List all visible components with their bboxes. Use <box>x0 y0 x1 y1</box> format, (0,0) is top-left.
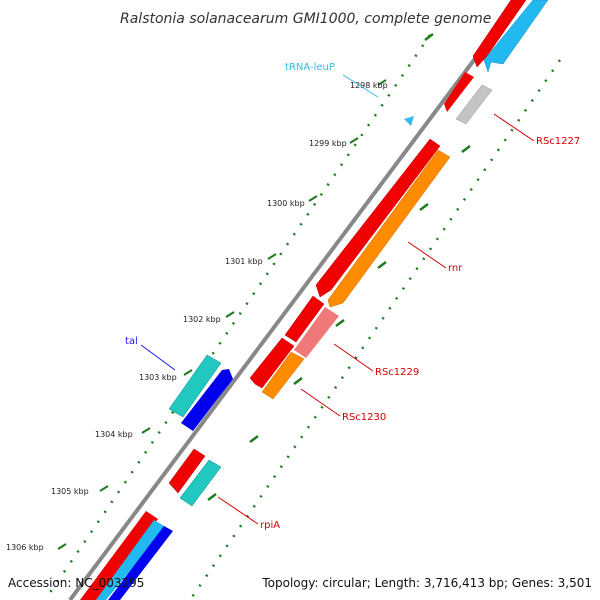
tick-label: 1299 kbp <box>309 139 347 148</box>
gene-arrow-sky[interactable] <box>483 0 549 73</box>
gene-rsc1227[interactable] <box>455 84 493 125</box>
tick-mark <box>141 427 151 434</box>
tick-label: 1302 kbp <box>183 315 221 324</box>
accession-text: Accession: NC_003295 <box>8 576 144 590</box>
gene-features <box>80 0 549 600</box>
tick-mark <box>57 543 67 550</box>
gene-arrow-red[interactable] <box>472 0 527 68</box>
gene-arrow-blue[interactable] <box>181 369 233 431</box>
tick-mark <box>377 79 387 86</box>
tick-label: 1303 kbp <box>139 373 177 382</box>
tick-mark <box>225 311 235 318</box>
gene-arrow-red[interactable] <box>168 448 206 494</box>
tick-label: 1304 kbp <box>95 430 133 439</box>
gene-rpia[interactable] <box>179 459 222 507</box>
tick-mark <box>308 195 318 202</box>
tick-mark <box>267 253 277 260</box>
inner-track-ticks <box>207 33 471 501</box>
gene-tal[interactable] <box>168 354 222 418</box>
gene-arrow-blue-bottom[interactable] <box>108 526 173 600</box>
label-rsc1230: RSc1230 <box>342 412 386 423</box>
tick-label: 1300 kbp <box>267 199 305 208</box>
genome-stats-text: Topology: circular; Length: 3,716,413 bp… <box>261 576 592 590</box>
label-rsc1229: RSc1229 <box>375 367 419 378</box>
tick-mark <box>349 137 359 144</box>
label-leaders <box>140 74 535 525</box>
label-rnr: rnr <box>448 263 463 274</box>
tick-label: 1305 kbp <box>51 487 89 496</box>
tick-mark <box>99 485 109 492</box>
gene-rnr[interactable] <box>327 149 451 308</box>
inner-dotted-guide <box>188 59 562 600</box>
label-trna-leup: tRNA-leuP <box>285 62 335 73</box>
tick-label: 1306 kbp <box>6 543 44 552</box>
tick-mark <box>183 369 193 376</box>
gene-arrow-red[interactable] <box>284 295 325 343</box>
outer-dotted-guide <box>43 34 432 600</box>
gene-arrow-red-long[interactable] <box>315 138 441 298</box>
label-rsc1227: RSc1227 <box>536 136 580 147</box>
tick-label: 1301 kbp <box>225 257 263 266</box>
genome-title: Ralstonia solanacearum GMI1000, complete… <box>120 11 491 27</box>
gene-arrow-sky-bottom[interactable] <box>96 520 166 600</box>
kbp-ticks: 1298 kbp 1299 kbp 1300 kbp 1301 kbp 1302… <box>6 79 388 552</box>
gene-rsc1229[interactable] <box>294 307 339 358</box>
genome-backbone <box>68 46 485 600</box>
trna-leup-feature[interactable] <box>404 116 414 126</box>
label-tal: tal <box>125 336 138 347</box>
gene-arrow-red-bottom[interactable] <box>80 511 158 600</box>
gene-arrow-red[interactable] <box>249 337 295 389</box>
label-rpia: rpiA <box>260 520 280 531</box>
tick-label: 1298 kbp <box>350 81 388 90</box>
gene-arrow-red[interactable] <box>444 72 474 112</box>
gene-rsc1230[interactable] <box>261 351 305 400</box>
